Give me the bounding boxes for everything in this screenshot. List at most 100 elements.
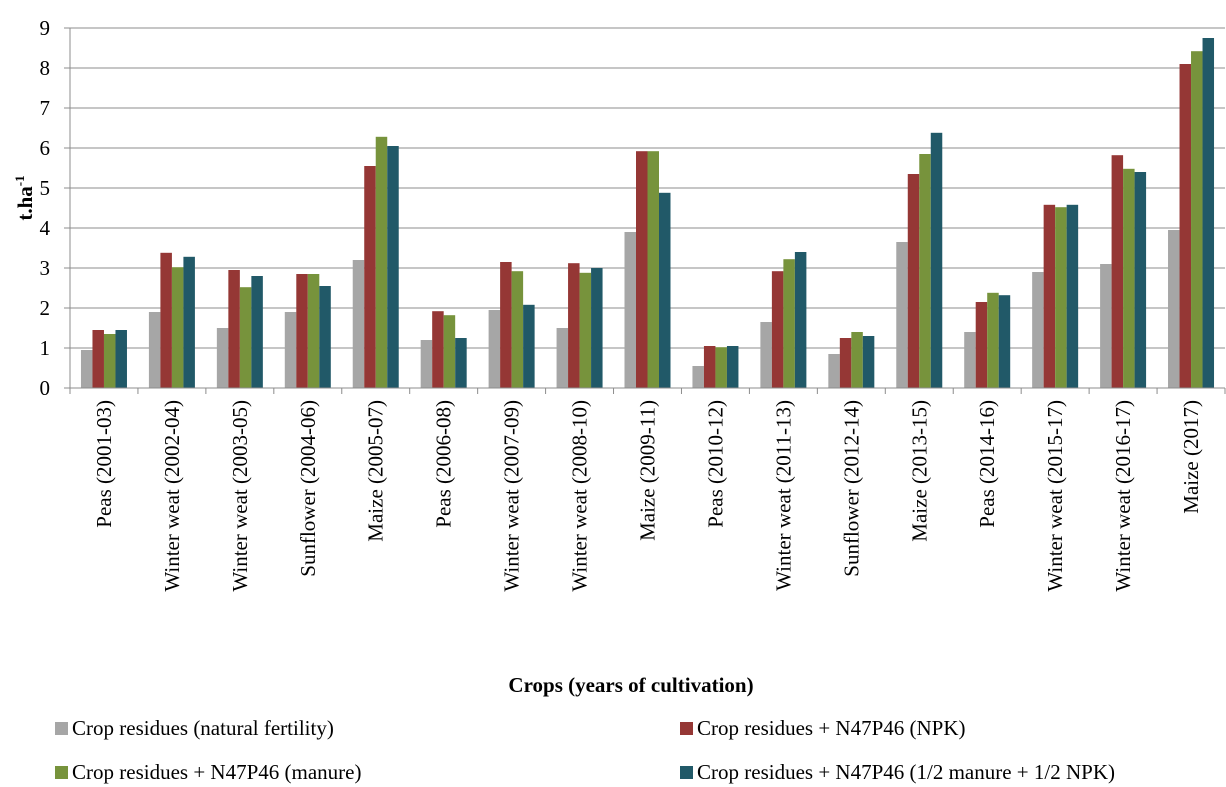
x-tick-label: Maize (2013-15)	[907, 400, 931, 542]
bar	[760, 322, 772, 388]
bar	[692, 366, 704, 388]
x-tick-label: Winter weat (2015-17)	[1043, 400, 1067, 592]
bar	[896, 242, 908, 388]
bar	[579, 272, 592, 388]
x-tick-label: Peas (2006-08)	[432, 400, 456, 528]
bar	[907, 174, 920, 388]
bars	[80, 38, 1215, 388]
y-tick-labels: 0 1 2 3 4 5 6 7 8 9	[40, 16, 51, 400]
y-tick-label: 7	[40, 96, 51, 120]
bar	[488, 310, 501, 388]
x-tick-label: Winter weat (2007-09)	[500, 400, 524, 592]
x-tick-label: Sunflower (2004-06)	[296, 400, 320, 577]
bar	[647, 151, 659, 388]
bar	[375, 136, 388, 388]
bar	[115, 330, 127, 388]
bar	[1100, 264, 1112, 388]
bar	[183, 256, 195, 388]
bar	[500, 262, 512, 388]
bar	[443, 315, 456, 388]
x-tick-label: Winter weat (2003-05)	[228, 400, 252, 592]
bar	[828, 354, 840, 388]
bar	[1123, 168, 1135, 388]
bar	[703, 346, 716, 388]
bar	[862, 336, 875, 388]
x-tick-label: Winter weat (2008-10)	[568, 400, 592, 592]
x-tick-label: Maize (2017)	[1179, 400, 1203, 514]
bar	[794, 252, 807, 388]
bar	[659, 192, 671, 388]
x-tick-label: Winter weat (2002-04)	[160, 400, 184, 592]
y-tick-label: 2	[40, 296, 51, 320]
bar	[239, 287, 252, 388]
bar	[319, 286, 331, 388]
bar	[1032, 272, 1044, 388]
y-tick-label: 6	[40, 136, 51, 160]
y-axis-label: t.ha-1	[12, 175, 37, 220]
bar	[284, 312, 297, 388]
bar	[556, 328, 569, 388]
bar	[1134, 172, 1147, 388]
bar	[930, 132, 943, 388]
bar	[1168, 230, 1180, 388]
y-tick-label: 1	[40, 336, 51, 360]
axes	[64, 27, 1226, 394]
x-axis-label: Crops (years of cultivation)	[508, 673, 753, 697]
bar	[1043, 204, 1056, 388]
y-tick-label: 4	[40, 216, 51, 240]
bar	[998, 295, 1011, 388]
y-tick-label: 0	[40, 376, 51, 400]
y-tick-label: 8	[40, 56, 51, 80]
bar	[1055, 207, 1067, 388]
bar	[975, 302, 988, 388]
y-tick-label: 9	[40, 16, 51, 40]
bar	[771, 271, 784, 388]
y-axis-label-superscript: -1	[12, 175, 27, 186]
bar	[1111, 155, 1124, 388]
bar	[1202, 38, 1215, 388]
bar	[851, 332, 863, 388]
bar	[228, 270, 240, 388]
bar	[296, 274, 308, 388]
bar	[591, 268, 603, 388]
bar	[987, 292, 999, 388]
bar	[420, 340, 433, 388]
bar	[216, 328, 229, 388]
bar	[1179, 64, 1192, 388]
x-tick-labels: Peas (2001-03) Winter weat (2002-04) Winte…	[92, 400, 1203, 592]
bar	[964, 332, 976, 388]
bar	[715, 347, 727, 388]
bar	[919, 154, 931, 388]
bar	[1066, 204, 1079, 388]
x-tick-label: Maize (2005-07)	[364, 400, 388, 542]
bar	[160, 252, 172, 388]
bar	[251, 276, 263, 388]
bar	[511, 271, 524, 388]
x-tick-label: Winter weat (2016-17)	[1111, 400, 1135, 592]
bar	[364, 166, 376, 388]
y-tick-label: 5	[40, 176, 51, 200]
bar	[839, 338, 852, 388]
bar	[432, 311, 444, 388]
bar	[624, 232, 636, 388]
y-tick-label: 3	[40, 256, 51, 280]
bar	[307, 274, 320, 388]
bar	[1191, 51, 1203, 388]
bar	[726, 346, 739, 388]
x-tick-label: Peas (2014-16)	[975, 400, 999, 528]
x-tick-label: Sunflower (2012-14)	[839, 400, 863, 577]
bar	[352, 260, 365, 388]
bar	[387, 146, 399, 388]
x-tick-label: Maize (2009-11)	[636, 400, 660, 541]
x-tick-label: Winter weat (2011-13)	[771, 400, 795, 591]
bar	[783, 259, 795, 388]
bar	[568, 263, 580, 388]
bar	[80, 350, 93, 388]
bar	[148, 312, 161, 388]
bar	[103, 334, 116, 388]
bar	[171, 267, 184, 388]
bar	[523, 304, 535, 388]
bar	[636, 151, 648, 388]
bar	[455, 338, 467, 388]
